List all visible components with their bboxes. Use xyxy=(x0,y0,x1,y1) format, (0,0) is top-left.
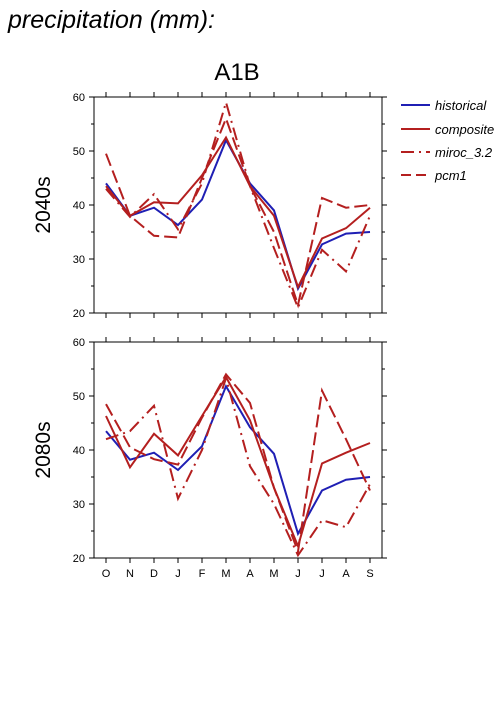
y-tick-label: 40 xyxy=(73,445,85,457)
series-line-pcm1 xyxy=(105,115,371,309)
y-tick-label: 40 xyxy=(73,200,85,212)
legend-label-pcm1: pcm1 xyxy=(434,168,467,183)
chart-title: A1B xyxy=(214,59,259,86)
y-tick-label: 30 xyxy=(73,499,85,511)
x-tick-label: S xyxy=(366,568,373,580)
x-tick-label: J xyxy=(319,568,325,580)
x-tick-label: D xyxy=(150,568,158,580)
legend: historical composite miroc_3.2 pcm1 xyxy=(401,98,494,183)
series-line-miroc-3-2 xyxy=(105,374,371,558)
x-tick-label: M xyxy=(269,568,278,580)
series-line-pcm1 xyxy=(105,372,371,556)
panel-2040s: 20 30 40 50 60 2040s xyxy=(32,92,387,320)
panel-label-2040s: 2040s xyxy=(32,176,55,233)
panels: 20 30 40 50 60 2040s 20 30 40 50 60 O N D J F M A M J J A S 208… xyxy=(32,92,387,580)
x-tick-label: O xyxy=(102,568,111,580)
y-tick-label: 30 xyxy=(73,254,85,266)
series-line-historical xyxy=(105,384,371,537)
series-line-miroc-3-2 xyxy=(105,98,371,311)
x-tick-label: M xyxy=(221,568,230,580)
panel-2080s: 20 30 40 50 60 O N D J F M A M J J A S 2080s xyxy=(32,337,387,580)
legend-label-composite: composite xyxy=(435,122,494,137)
legend-label-miroc: miroc_3.2 xyxy=(435,145,493,160)
x-tick-label: J xyxy=(175,568,181,580)
x-tick-label: A xyxy=(342,568,350,580)
x-tick-label: J xyxy=(295,568,301,580)
legend-label-historical: historical xyxy=(435,98,487,113)
x-tick-label: A xyxy=(246,568,254,580)
y-tick-label: 60 xyxy=(73,337,85,349)
x-tick-label: N xyxy=(126,568,134,580)
series-line-composite xyxy=(105,375,371,550)
y-tick-label: 60 xyxy=(73,92,85,104)
page-title: precipitation (mm): xyxy=(8,6,215,34)
y-tick-label: 20 xyxy=(73,308,85,320)
x-tick-label: F xyxy=(199,568,206,580)
y-tick-label: 20 xyxy=(73,553,85,565)
series-line-composite xyxy=(105,135,371,290)
panel-label-2080s: 2080s xyxy=(32,421,55,478)
y-tick-label: 50 xyxy=(73,146,85,158)
y-tick-label: 50 xyxy=(73,391,85,403)
